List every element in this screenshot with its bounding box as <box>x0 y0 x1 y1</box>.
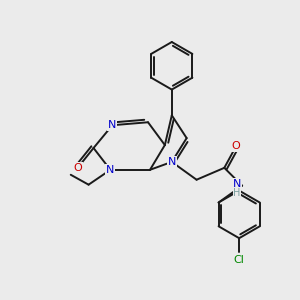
Text: Cl: Cl <box>234 255 244 265</box>
Text: N: N <box>106 165 115 175</box>
Text: N: N <box>168 157 176 167</box>
Text: O: O <box>232 141 241 151</box>
Text: N: N <box>108 120 116 130</box>
Text: O: O <box>73 163 82 173</box>
Text: H: H <box>233 188 241 198</box>
Text: N: N <box>233 179 242 189</box>
